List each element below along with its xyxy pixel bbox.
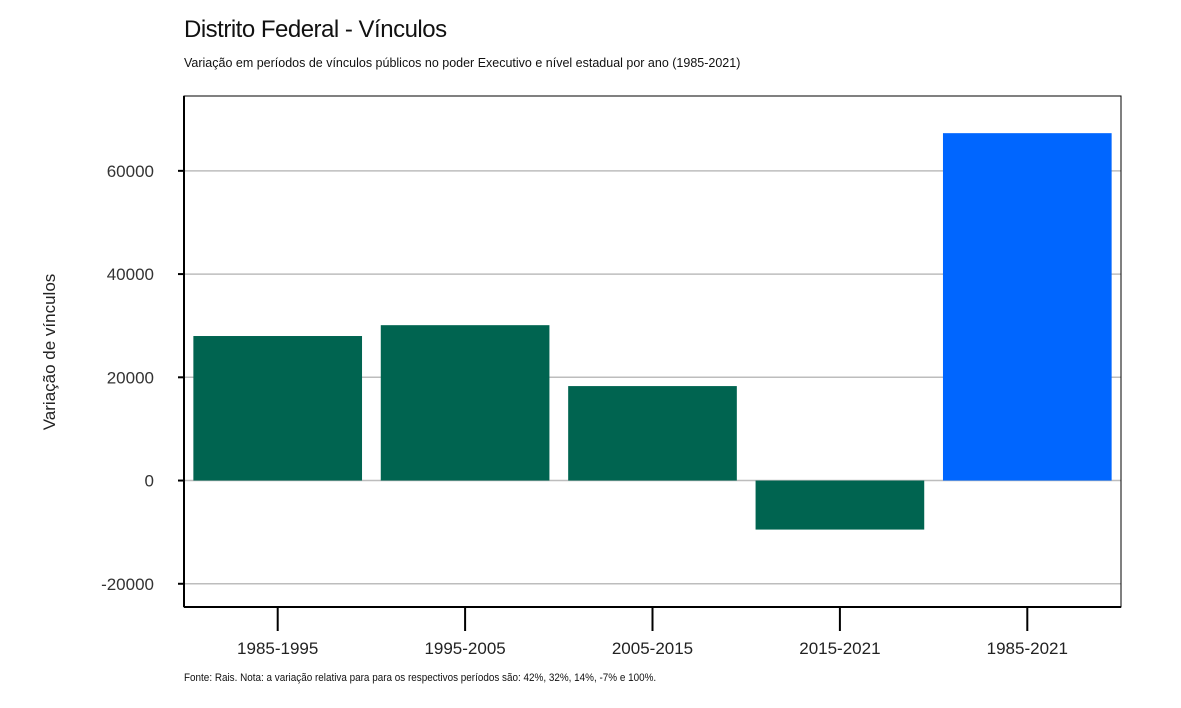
x-tick-label: 1995-2005 xyxy=(424,639,505,658)
x-axis: 1985-1995 1995-2005 2005-2015 2015-2021 1985… xyxy=(184,606,1121,658)
bar-1985-1995 xyxy=(193,336,363,481)
y-tick-label: -20000 xyxy=(101,575,154,594)
x-tick-label: 1985-1995 xyxy=(237,639,318,658)
y-axis-label: Variação de vínculos xyxy=(40,274,59,431)
chart-subtitle: Variação em períodos de vínculos público… xyxy=(184,56,741,70)
y-tick-label: 0 xyxy=(145,472,154,491)
footnote: Fonte: Rais. Nota: a variação relativa p… xyxy=(184,672,657,684)
y-tick-label: 60000 xyxy=(107,162,154,181)
bar-2005-2015 xyxy=(568,386,737,481)
bar-1985-2021 xyxy=(942,133,1112,481)
x-tick-label: 2015-2021 xyxy=(799,639,880,658)
bar-1995-2005 xyxy=(380,325,550,481)
x-tick-label: 2005-2015 xyxy=(612,639,693,658)
chart-title: Distrito Federal - Vínculos xyxy=(184,16,447,43)
x-tick-label: 1985-2021 xyxy=(987,639,1068,658)
bars xyxy=(193,133,1112,530)
y-tick-label: 40000 xyxy=(107,265,154,284)
y-tick-label: 20000 xyxy=(107,368,154,387)
bar-2015-2021 xyxy=(755,480,925,530)
y-axis: -20000 0 20000 40000 60000 xyxy=(101,96,185,607)
